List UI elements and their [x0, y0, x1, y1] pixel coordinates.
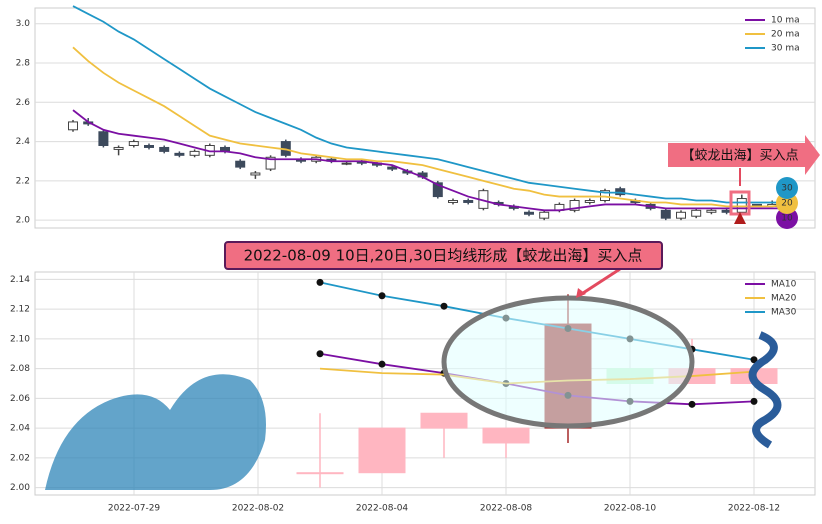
ma-marker	[750, 397, 758, 405]
candle-body	[358, 427, 406, 474]
candle-body	[128, 141, 139, 146]
y-tick-label: 2.8	[16, 59, 31, 69]
legend-label: MA20	[771, 294, 797, 304]
candle-body	[660, 209, 671, 219]
legend-label: 20 ma	[771, 30, 800, 40]
y-tick-label: 2.10	[10, 334, 30, 344]
banner-title: 2022-08-09 10日,20日,30日均线形成【蛟龙出海】买入点	[244, 247, 643, 265]
ma-marker	[316, 278, 324, 286]
candle-body	[736, 198, 747, 213]
ma-line	[72, 46, 788, 208]
ma-marker	[440, 302, 448, 310]
candle-body	[250, 172, 261, 176]
highlight-ellipse	[441, 295, 695, 429]
ma-line	[72, 5, 788, 204]
badge-label: 30	[781, 184, 793, 194]
candle-body	[539, 211, 550, 219]
x-tick-label: 2022-08-08	[480, 504, 533, 514]
candle-body	[482, 427, 530, 444]
ma-marker	[378, 360, 386, 368]
candle-body	[113, 146, 124, 150]
candle-body	[463, 200, 474, 203]
candle-body	[341, 162, 352, 165]
candle-body	[691, 209, 702, 217]
candle-body	[189, 150, 200, 156]
x-tick-label: 2022-08-12	[728, 504, 780, 514]
x-tick-label: 2022-08-10	[604, 504, 657, 514]
candle-body	[98, 131, 109, 146]
arrow-head	[576, 288, 586, 298]
candle-body	[296, 472, 344, 475]
top-plot-area	[34, 7, 816, 229]
y-tick-label: 2.0	[16, 216, 31, 226]
arrow	[579, 267, 621, 297]
signal-triangle	[734, 212, 746, 224]
y-tick-label: 2.08	[10, 364, 30, 374]
ma-marker	[378, 292, 386, 300]
candle-body	[615, 188, 626, 196]
candle-body	[524, 211, 534, 215]
y-tick-label: 2.4	[16, 137, 31, 147]
x-tick-label: 2022-07-29	[108, 504, 161, 514]
y-tick-label: 2.6	[16, 98, 31, 108]
y-tick-label: 2.2	[16, 176, 30, 186]
candle-body	[159, 146, 170, 152]
badge-label: 20	[781, 199, 793, 209]
y-tick-label: 3.0	[16, 19, 31, 29]
annotation-text: 【蛟龙出海】买入点	[681, 149, 798, 164]
x-tick-label: 2022-08-02	[232, 504, 284, 514]
candle-body	[600, 190, 610, 202]
candle-body	[235, 160, 246, 168]
annotation-arrow	[668, 135, 820, 175]
candle-body	[420, 412, 468, 429]
wave-decoration	[45, 374, 266, 490]
ma-marker	[316, 350, 324, 358]
y-tick-label: 2.12	[10, 305, 30, 315]
candle-body	[174, 152, 185, 156]
candle-body	[432, 182, 443, 198]
ma-marker	[750, 356, 758, 364]
y-tick-label: 2.00	[10, 483, 30, 493]
candle-body	[387, 166, 398, 170]
y-tick-label: 2.06	[10, 394, 30, 404]
x-tick-label: 2022-08-04	[356, 504, 409, 514]
y-tick-label: 2.02	[10, 453, 30, 463]
legend-label: 10 ma	[771, 16, 800, 26]
ma-line	[72, 109, 788, 212]
badge	[776, 177, 798, 199]
candle-body	[676, 211, 686, 219]
ma-marker	[688, 400, 696, 408]
y-tick-label: 2.14	[10, 275, 30, 285]
candle-body	[265, 156, 276, 170]
candle-body	[448, 200, 458, 203]
dragon-decoration	[748, 331, 782, 449]
badge-label: 10	[781, 214, 793, 224]
candle-body	[584, 200, 595, 203]
legend-label: MA10	[771, 280, 797, 290]
candle-body	[68, 121, 78, 131]
candle-body	[706, 209, 717, 213]
y-tick-label: 2.04	[10, 424, 30, 434]
candle-body	[569, 200, 580, 211]
candle-body	[144, 145, 154, 148]
legend-label: 30 ma	[771, 44, 800, 54]
banner	[224, 241, 663, 270]
legend-label: MA30	[771, 308, 797, 318]
